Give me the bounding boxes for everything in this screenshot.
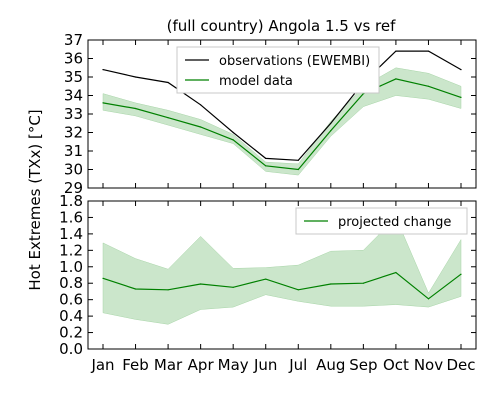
panel1-xtick-label-4: May [218,356,249,374]
panel1-ytick-label-2: 0.4 [59,307,83,325]
panel0-legend-label-0: observations (EWEMBI) [219,54,370,69]
panel1-ytick-label-1: 0.2 [59,324,83,342]
panel1-series0-point-7 [330,283,332,285]
panel0-series1-point-7 [330,130,332,132]
panel0-series1-point-10 [427,85,430,87]
panel0-series1-point-5 [265,165,267,167]
panel0-series0-point-1 [134,76,137,78]
panel0-legend-label-1: model data [219,74,293,89]
panel0-series0-point-0 [102,69,104,71]
panel0-series1-point-6 [297,168,299,171]
panel0-ytick-label-1: 30 [64,161,83,179]
panel1-xtick-label-1: Feb [122,356,149,374]
panel0-series1-point-0 [102,102,104,104]
panel0-series0-line [102,50,462,161]
bottom-panel: 0.00.20.40.60.81.01.21.41.61.8 Jan Feb Mar A… [59,192,477,374]
panel1-xtick-label-9: Oct [383,356,409,374]
panel1-series0-point-6 [297,289,299,291]
panel0-ytick-label-7: 36 [64,50,83,68]
panel1-xtick-label-2: Mar [154,356,183,374]
panel1-legend-label-0: projected change [338,215,451,230]
panel0-ytick-label-3: 32 [64,124,83,142]
panel0-series0-point-7 [330,122,332,124]
panel1-xtick-label-3: Apr [188,356,215,374]
panel1-series0-point-9 [395,271,397,274]
panel1-ytick-label-6: 1.2 [59,241,83,259]
panel1-series0-point-11 [460,273,462,275]
panel1-xtick-label-5: Jun [253,356,277,374]
panel1-xtick-label-0: Jan [90,356,114,374]
panel1-series0-point-10 [427,298,430,300]
panel0-series1-point-3 [200,126,202,128]
panel0-series1-point-4 [232,139,234,141]
panel1-series0-point-8 [362,282,364,284]
y-axis-label: Hot Extremes (TXx) [°C] [26,109,44,290]
panel1-series0-band [102,216,462,325]
panel0-series1-point-1 [134,107,137,110]
panel1-series0-line [102,271,462,300]
panel0-ytick-label-6: 35 [64,68,83,86]
panel0-series0-point-10 [427,50,430,52]
panel1-xtick-label-10: Nov [414,356,443,374]
panel0-series0-point-6 [297,159,299,161]
panel1-series0-point-1 [134,288,137,290]
panel0-series1-point-11 [460,96,462,98]
panel1-series0-point-4 [232,286,234,288]
panel0-ytick-label-4: 33 [64,105,83,123]
panel1-frame [87,200,477,350]
panel1-series0-point-5 [265,278,267,280]
panel0-series1-point-2 [167,117,169,119]
panel1-ytick-label-4: 0.8 [59,274,83,292]
panel1-ytick-label-9: 1.8 [59,192,83,210]
panel0-series0-point-3 [200,104,202,106]
panel1-series0-point-2 [167,289,169,291]
panel0-series0-point-11 [460,69,462,71]
panel1-ytick-label-8: 1.6 [59,208,83,226]
panel1-xtick-label-6: Jul [288,356,307,374]
panel1-series0-point-0 [102,277,104,279]
panel0-series0-point-4 [232,131,234,134]
panel0-series1-band [102,67,462,176]
panel0-series0-point-5 [265,157,267,159]
panel0-series1-point-9 [395,78,397,80]
panel0-ytick-label-8: 37 [64,31,83,49]
panel0-ytick-label-5: 34 [64,87,83,105]
panel0-series0-point-9 [395,50,397,52]
panel1-series0-point-3 [200,283,202,285]
panel1-xtick-label-7: Aug [316,356,345,374]
panel0-series1-line [102,78,462,171]
panel1-ytick-label-3: 0.6 [59,291,83,309]
panel1-xtick-label-8: Sep [349,356,377,374]
panel0-ytick-label-0: 29 [64,179,83,197]
chart-title: (full country) Angola 1.5 vs ref [167,17,396,35]
panel1-ytick-label-7: 1.4 [59,225,83,243]
panel0-ytick-label-2: 31 [64,142,83,160]
panel1-ytick-label-0: 0.0 [59,340,83,358]
panel1-xtick-label-11: Dec [446,356,475,374]
panel0-legend-box [176,46,380,94]
panel1-ytick-label-5: 1.0 [59,258,83,276]
panel0-series0-point-2 [167,81,169,84]
